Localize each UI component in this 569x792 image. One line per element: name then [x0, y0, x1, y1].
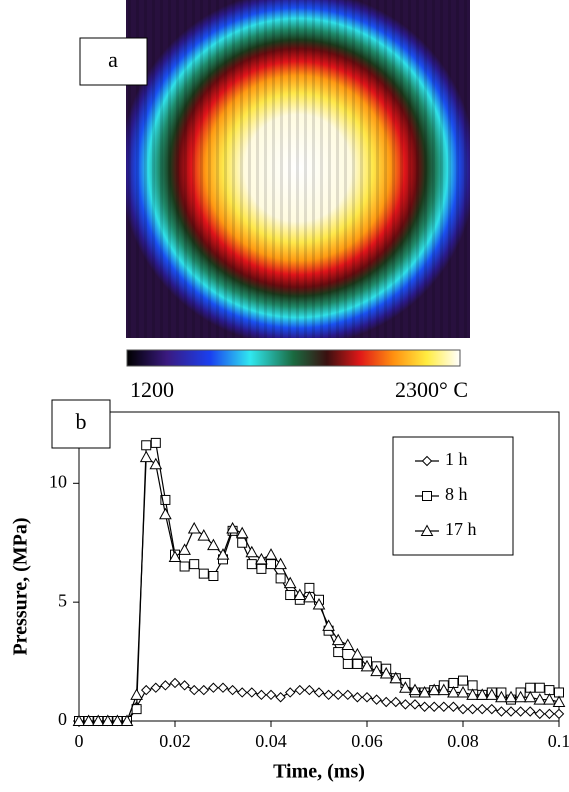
data-point [276, 693, 285, 702]
data-point [401, 700, 410, 709]
data-point [219, 683, 228, 692]
data-point [535, 709, 544, 718]
data-point [189, 523, 200, 533]
data-point [430, 702, 439, 711]
data-point [180, 562, 189, 571]
legend-label: 8 h [445, 484, 468, 504]
data-point [526, 707, 535, 716]
x-tick-label: 0.04 [255, 731, 287, 751]
data-point [179, 544, 190, 554]
data-point [420, 702, 429, 711]
x-tick-label: 0.02 [159, 731, 191, 751]
data-point [468, 705, 477, 714]
data-point [305, 686, 314, 695]
data-point [545, 709, 554, 718]
data-point [516, 707, 525, 716]
data-point [449, 702, 458, 711]
data-point [161, 681, 170, 690]
panel-label: a [108, 47, 118, 72]
data-point [535, 683, 544, 692]
data-point [151, 683, 160, 692]
data-point [363, 693, 372, 702]
data-point [132, 705, 141, 714]
data-point [487, 705, 496, 714]
data-point [267, 690, 276, 699]
x-axis-title: Time, (ms) [273, 761, 365, 783]
panel-a: a 1200 2300° C [80, 0, 470, 402]
data-point [238, 688, 247, 697]
data-point [343, 659, 352, 668]
data-point [315, 688, 324, 697]
colorbar-high-label: 2300° C [395, 377, 468, 402]
data-point [459, 676, 468, 685]
data-point [343, 690, 352, 699]
data-point [285, 578, 296, 588]
data-point [439, 702, 448, 711]
data-point [324, 690, 333, 699]
data-point [247, 560, 256, 569]
data-point [199, 686, 208, 695]
data-point [171, 678, 180, 687]
data-point [198, 530, 209, 540]
data-point [507, 707, 516, 716]
data-point [323, 620, 334, 630]
x-tick-label: 0 [75, 731, 84, 751]
x-tick-label: 0.08 [447, 731, 479, 751]
legend-label: 1 h [445, 449, 468, 469]
data-point [353, 693, 362, 702]
data-point [246, 547, 257, 557]
data-point [334, 690, 343, 699]
data-point [286, 688, 295, 697]
panel-b: 0 5 10 0 0.02 0.04 0.06 0.08 0.1 Time, (ms) Pressu… [10, 400, 569, 783]
data-point [209, 572, 218, 581]
data-point [257, 690, 266, 699]
panel-label: b [76, 409, 87, 434]
legend-marker [423, 492, 432, 501]
data-point [266, 549, 277, 559]
data-point [247, 688, 256, 697]
colorbar [127, 350, 460, 366]
data-point [411, 700, 420, 709]
data-point [555, 709, 564, 718]
y-axis-title: Pressure, (MPa) [10, 517, 32, 655]
data-point [160, 509, 171, 519]
data-point [372, 695, 381, 704]
data-point [190, 560, 199, 569]
legend-label: 17 h [445, 519, 477, 539]
colorbar-low-label: 1200 [130, 377, 174, 402]
data-point [257, 564, 266, 573]
data-point [391, 697, 400, 706]
data-point [478, 705, 487, 714]
y-tick-label: 0 [58, 709, 67, 729]
figure: a 1200 2300° C 0 5 10 0 0.02 0.04 0.06 0.08 0.1 T… [0, 0, 569, 792]
data-point [190, 686, 199, 695]
data-point [497, 707, 506, 716]
data-point [276, 574, 285, 583]
data-point [353, 659, 362, 668]
data-point [333, 635, 344, 645]
data-point [267, 560, 276, 569]
data-point [142, 686, 151, 695]
data-point [286, 591, 295, 600]
data-point [382, 697, 391, 706]
data-point [199, 569, 208, 578]
x-tick-label: 0.06 [351, 731, 383, 751]
data-point [459, 705, 468, 714]
data-point [295, 686, 304, 695]
data-point [142, 441, 151, 450]
data-point [209, 683, 218, 692]
y-tick-label: 5 [58, 590, 67, 610]
x-tick-label: 0.1 [548, 731, 569, 751]
thermal-image-stripes [126, 0, 470, 338]
data-point [141, 452, 152, 462]
data-point [180, 681, 189, 690]
data-point [228, 686, 237, 695]
data-point [131, 689, 142, 699]
data-point [334, 648, 343, 657]
y-tick-label: 10 [49, 471, 67, 491]
data-point [151, 438, 160, 447]
